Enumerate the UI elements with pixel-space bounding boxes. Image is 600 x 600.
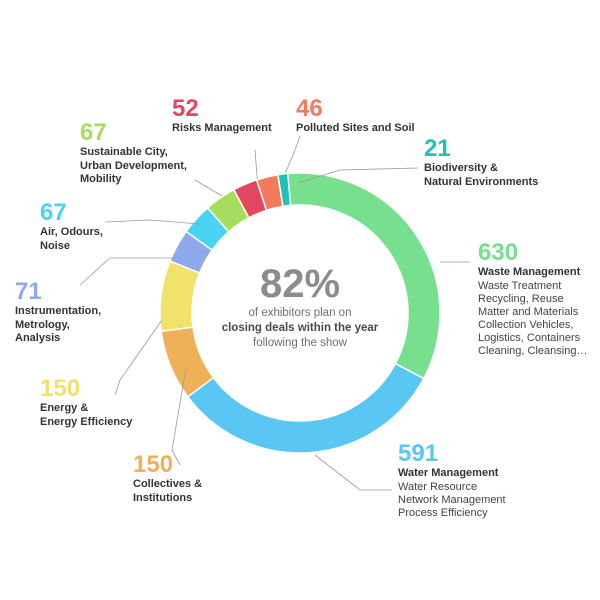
slice-name-line: Air, Odours,	[40, 226, 103, 238]
slice-name-1: Water Management	[398, 467, 506, 481]
slice-name-line: Sustainable City,	[80, 146, 168, 158]
slice-name-6: Sustainable City, Urban Development, Mobil…	[80, 146, 187, 187]
slice-name-line: Instrumentation,	[15, 305, 102, 317]
slice-name-line: Natural Environments	[424, 175, 539, 188]
slice-name-line: Metrology,	[15, 318, 70, 331]
slice-detail-line: Water Resource	[398, 480, 478, 493]
slice-detail-line: Matter and Materials	[478, 305, 579, 318]
leader-line-1	[314, 454, 392, 491]
slice-label-6: 67 Sustainable City, Urban Development, Mob…	[80, 120, 187, 187]
leader-line-6	[194, 179, 223, 197]
slice-name-7: Risks Management	[172, 122, 272, 136]
slice-label-8: 46 Polluted Sites and Soil	[296, 96, 415, 136]
slice-label-7: 52 Risks Management	[172, 96, 272, 136]
slice-label-4: 71 Instrumentation, Metrology, Analysis	[15, 279, 101, 346]
slice-name-line: Mobility	[80, 173, 122, 185]
slice-name-8: Polluted Sites and Soil	[296, 122, 415, 136]
donut-slice-3	[159, 260, 201, 333]
slice-value-3: 150	[40, 375, 81, 402]
slice-name-line: Waste Management	[478, 266, 581, 278]
slice-name-line: Energy &	[40, 402, 89, 414]
leader-line-2	[171, 367, 187, 466]
slice-detail-line: Collection Vehicles,	[478, 318, 574, 331]
slice-name-line: Biodiversity &	[424, 162, 498, 174]
slice-label-0: 630 Waste Management Waste Treatment Recycl…	[478, 240, 587, 358]
slice-name-line: Urban Development,	[80, 159, 187, 172]
slice-detail-line: Process Efficiency	[398, 506, 488, 519]
slice-name-line: Collectives &	[133, 478, 203, 490]
slice-value-6: 67	[80, 119, 107, 146]
slice-name-line: Water Management	[398, 467, 499, 479]
center-line-3: following the show	[253, 337, 347, 349]
center-percent: 82%	[259, 262, 341, 306]
slice-name-5: Air, Odours, Noise	[40, 226, 103, 253]
leader-line-3	[114, 319, 163, 396]
slice-detail-line: Recycling, Reuse	[478, 292, 564, 305]
slice-label-1: 591 Water Management Water Resource Network…	[398, 441, 506, 520]
slice-name-3: Energy & Energy Efficiency	[40, 402, 132, 429]
slice-name-4: Instrumentation, Metrology, Analysis	[15, 305, 101, 346]
slice-value-4: 71	[15, 278, 42, 305]
slice-value-0: 630	[478, 239, 519, 266]
center-summary: 82% of exhibitors plan on closing deals …	[210, 262, 390, 351]
slice-name-line: Risks Management	[172, 122, 272, 134]
slice-label-5: 67 Air, Odours, Noise	[40, 200, 103, 253]
slice-detail-line: Waste Treatment	[478, 279, 562, 292]
slice-name-line: Analysis	[15, 332, 61, 344]
slice-name-2: Collectives & Institutions	[133, 478, 202, 505]
slice-label-3: 150 Energy & Energy Efficiency	[40, 376, 132, 429]
slice-name-9: Biodiversity & Natural Environments	[424, 162, 538, 189]
slice-value-5: 67	[40, 199, 67, 226]
slice-details-1: Water Resource Network Management Process …	[398, 481, 506, 520]
slice-details-0: Waste Treatment Recycling, Reuse Matter an…	[478, 280, 587, 358]
slice-value-9: 21	[424, 135, 451, 162]
center-line-1: of exhibitors plan on	[248, 307, 352, 319]
slice-value-2: 150	[133, 451, 174, 478]
slice-name-line: Institutions	[133, 491, 193, 504]
slice-name-0: Waste Management	[478, 266, 587, 280]
leader-line-9	[297, 167, 419, 184]
slice-value-1: 591	[398, 440, 439, 467]
slice-label-9: 21 Biodiversity & Natural Environments	[424, 136, 538, 189]
slice-value-8: 46	[296, 95, 323, 122]
leader-line-5	[104, 219, 201, 225]
slice-value-7: 52	[172, 95, 199, 122]
slice-name-line: Energy Efficiency	[40, 415, 133, 428]
center-line-2: closing deals within the year	[221, 322, 379, 334]
donut-slice-9	[277, 172, 292, 208]
slice-label-2: 150 Collectives & Institutions	[133, 452, 202, 505]
slice-name-line: Noise	[40, 239, 70, 252]
slice-name-line: Polluted Sites and Soil	[296, 122, 415, 134]
slice-detail-line: Network Management	[398, 493, 506, 506]
donut-slice-1	[186, 362, 425, 454]
slice-detail-line: Logistics, Containers	[478, 331, 581, 344]
slice-detail-line: Cleaning, Cleansing…	[478, 344, 588, 357]
leader-line-4	[79, 257, 175, 286]
